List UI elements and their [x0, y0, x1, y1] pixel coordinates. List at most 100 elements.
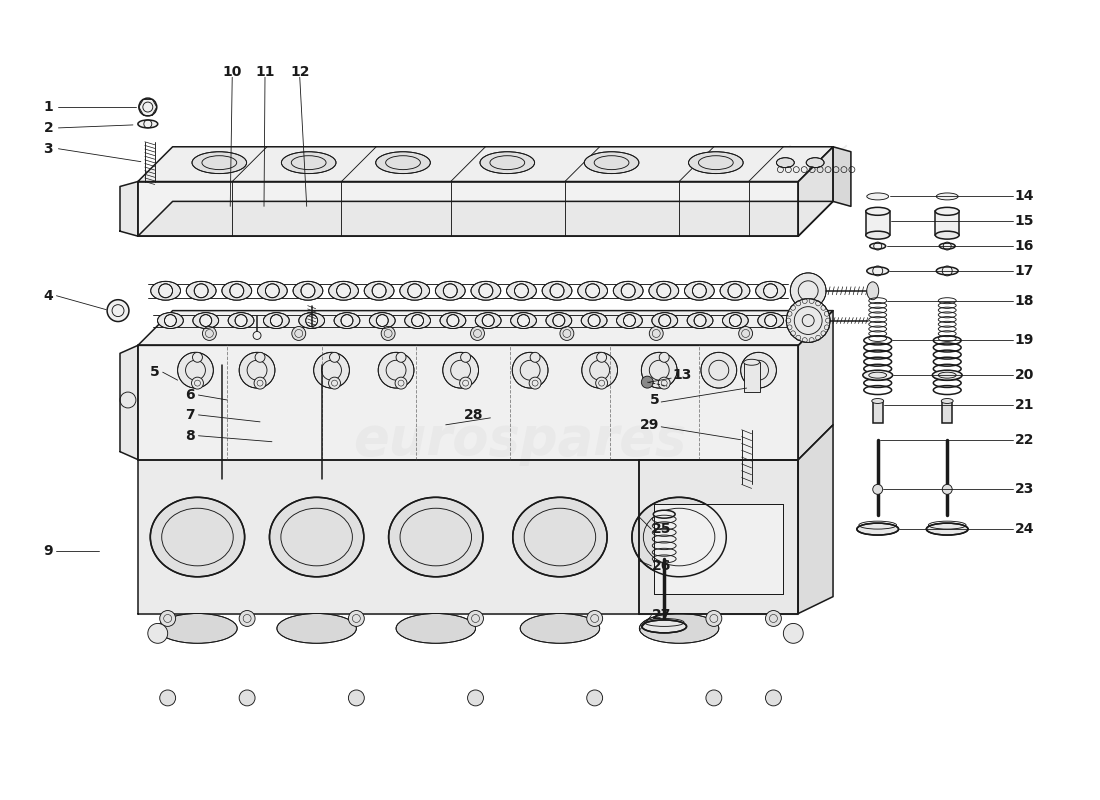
Ellipse shape — [720, 282, 750, 300]
Circle shape — [314, 352, 350, 388]
Text: 29: 29 — [640, 418, 659, 432]
Text: 17: 17 — [1014, 264, 1034, 278]
Circle shape — [471, 326, 484, 341]
Circle shape — [301, 284, 315, 298]
Circle shape — [378, 352, 414, 388]
Circle shape — [585, 284, 600, 298]
Bar — [935, 211, 959, 235]
Circle shape — [586, 690, 603, 706]
Circle shape — [586, 610, 603, 626]
Ellipse shape — [277, 614, 356, 643]
Circle shape — [160, 690, 176, 706]
Ellipse shape — [399, 282, 430, 300]
Ellipse shape — [440, 313, 465, 329]
Circle shape — [191, 377, 204, 389]
Ellipse shape — [228, 313, 254, 329]
Ellipse shape — [936, 267, 958, 275]
Circle shape — [766, 610, 781, 626]
Bar — [744, 362, 759, 392]
Ellipse shape — [364, 282, 394, 300]
Text: 18: 18 — [1014, 294, 1034, 308]
Ellipse shape — [186, 282, 216, 300]
Ellipse shape — [614, 282, 644, 300]
Text: 26: 26 — [652, 559, 672, 573]
Text: 5: 5 — [649, 393, 659, 407]
Ellipse shape — [157, 614, 238, 643]
Text: 20: 20 — [1014, 368, 1034, 382]
Text: eurospares: eurospares — [353, 414, 686, 466]
Circle shape — [447, 314, 459, 326]
Ellipse shape — [396, 614, 475, 643]
Circle shape — [329, 377, 341, 389]
Circle shape — [158, 284, 173, 298]
Circle shape — [872, 485, 882, 494]
Text: 2: 2 — [44, 121, 53, 135]
Text: 19: 19 — [1014, 334, 1034, 347]
Ellipse shape — [936, 193, 958, 200]
Ellipse shape — [935, 231, 959, 239]
Circle shape — [728, 284, 741, 298]
Ellipse shape — [649, 282, 679, 300]
Circle shape — [468, 690, 484, 706]
Circle shape — [372, 284, 386, 298]
Ellipse shape — [546, 313, 572, 329]
Ellipse shape — [688, 313, 713, 329]
Circle shape — [254, 377, 266, 389]
Ellipse shape — [652, 313, 678, 329]
Circle shape — [740, 352, 777, 388]
Circle shape — [235, 314, 248, 326]
Text: 6: 6 — [186, 388, 195, 402]
Bar — [654, 504, 783, 594]
Circle shape — [165, 314, 176, 326]
Circle shape — [701, 352, 737, 388]
Ellipse shape — [510, 313, 537, 329]
Ellipse shape — [616, 313, 642, 329]
Circle shape — [560, 326, 574, 341]
Ellipse shape — [192, 152, 246, 174]
Ellipse shape — [507, 282, 537, 300]
Text: 28: 28 — [464, 408, 483, 422]
Circle shape — [478, 284, 493, 298]
Circle shape — [255, 352, 265, 362]
Polygon shape — [138, 182, 799, 236]
Circle shape — [729, 314, 741, 326]
Ellipse shape — [436, 282, 465, 300]
Ellipse shape — [862, 370, 892, 380]
Polygon shape — [138, 459, 799, 614]
Ellipse shape — [192, 313, 219, 329]
Ellipse shape — [684, 282, 714, 300]
Circle shape — [766, 690, 781, 706]
Text: 21: 21 — [1014, 398, 1034, 412]
Ellipse shape — [334, 313, 360, 329]
Circle shape — [292, 326, 306, 341]
Circle shape — [553, 314, 564, 326]
Ellipse shape — [938, 372, 956, 378]
Circle shape — [139, 98, 157, 116]
Circle shape — [306, 314, 318, 326]
Ellipse shape — [935, 207, 959, 215]
Circle shape — [515, 284, 528, 298]
Ellipse shape — [756, 282, 785, 300]
Circle shape — [657, 284, 671, 298]
Ellipse shape — [282, 152, 336, 174]
Ellipse shape — [926, 523, 968, 535]
Ellipse shape — [475, 313, 502, 329]
Circle shape — [658, 377, 670, 389]
Ellipse shape — [867, 193, 889, 200]
Polygon shape — [799, 310, 833, 459]
Text: 4: 4 — [44, 289, 53, 302]
Circle shape — [764, 314, 777, 326]
Polygon shape — [138, 146, 833, 182]
Circle shape — [588, 314, 601, 326]
Ellipse shape — [270, 498, 364, 577]
Text: eurospares: eurospares — [641, 158, 796, 186]
Circle shape — [649, 326, 663, 341]
Circle shape — [550, 284, 564, 298]
Ellipse shape — [806, 158, 824, 168]
Circle shape — [239, 690, 255, 706]
Ellipse shape — [370, 313, 395, 329]
Text: 10: 10 — [222, 66, 242, 79]
Ellipse shape — [933, 370, 962, 380]
Ellipse shape — [758, 313, 783, 329]
Ellipse shape — [471, 282, 501, 300]
